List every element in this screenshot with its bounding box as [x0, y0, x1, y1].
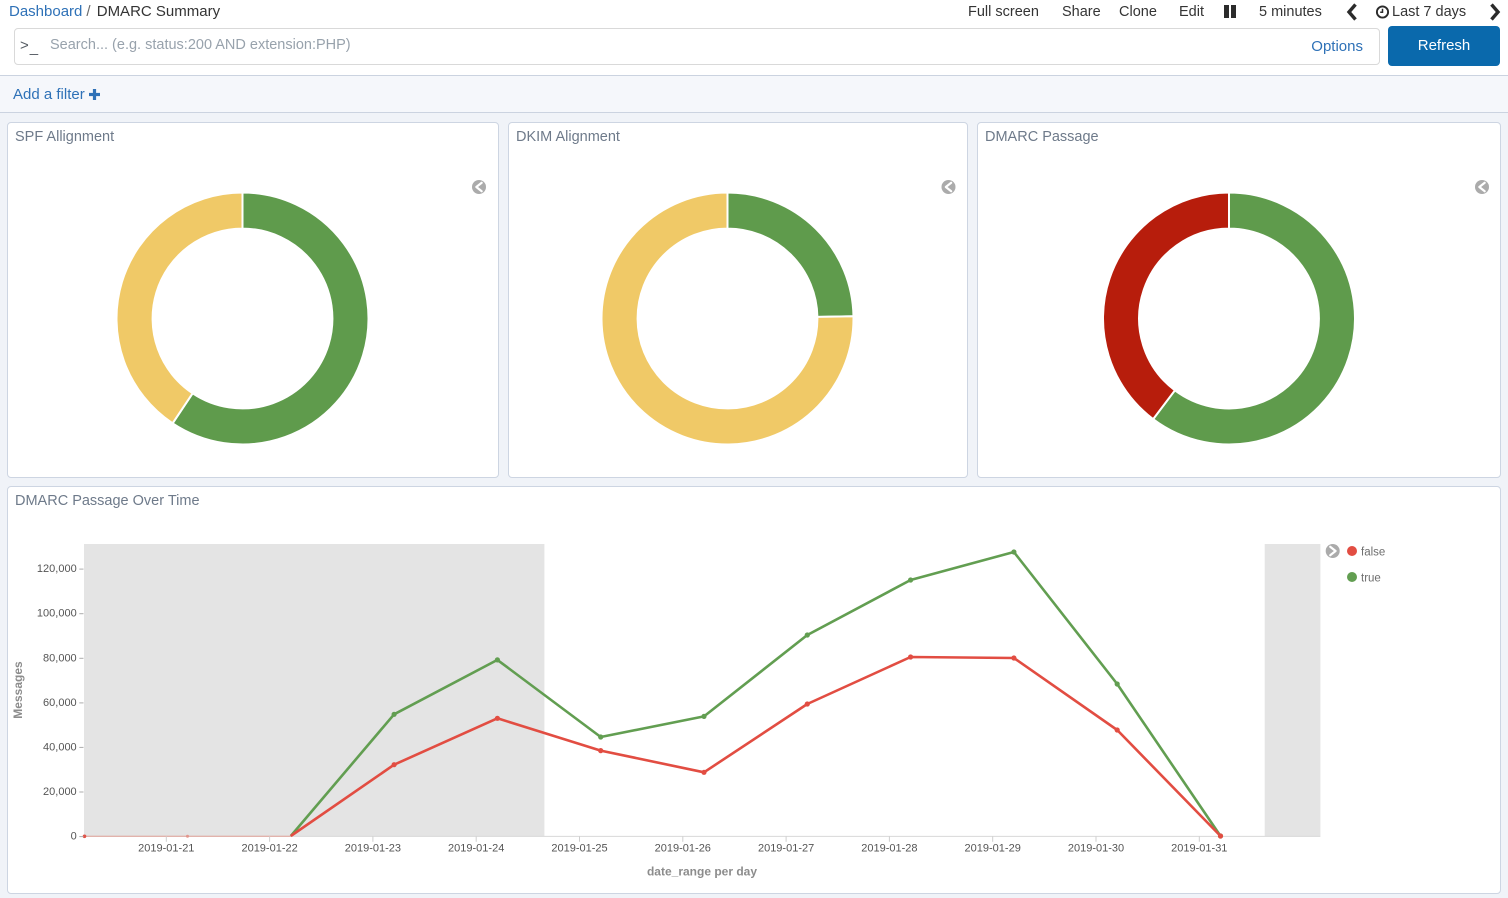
svg-text:true: true [1361, 573, 1381, 585]
svg-text:2019-01-25: 2019-01-25 [551, 843, 607, 855]
svg-text:2019-01-21: 2019-01-21 [138, 843, 194, 855]
svg-text:2019-01-24: 2019-01-24 [448, 843, 504, 855]
svg-text:100,000: 100,000 [37, 608, 77, 620]
svg-text:40,000: 40,000 [43, 741, 77, 753]
svg-text:80,000: 80,000 [43, 652, 77, 664]
svg-text:2019-01-23: 2019-01-23 [345, 843, 401, 855]
svg-text:20,000: 20,000 [43, 786, 77, 798]
svg-text:2019-01-29: 2019-01-29 [965, 843, 1021, 855]
svg-text:60,000: 60,000 [43, 697, 77, 709]
svg-text:false: false [1361, 547, 1385, 559]
svg-text:Messages: Messages [11, 661, 25, 719]
svg-text:2019-01-22: 2019-01-22 [241, 843, 297, 855]
svg-text:date_range per day: date_range per day [647, 865, 757, 879]
svg-text:2019-01-31: 2019-01-31 [1171, 843, 1227, 855]
svg-text:2019-01-26: 2019-01-26 [655, 843, 711, 855]
svg-text:2019-01-27: 2019-01-27 [758, 843, 814, 855]
svg-text:0: 0 [71, 831, 77, 843]
svg-text:120,000: 120,000 [37, 563, 77, 575]
svg-text:2019-01-30: 2019-01-30 [1068, 843, 1124, 855]
svg-text:2019-01-28: 2019-01-28 [861, 843, 917, 855]
